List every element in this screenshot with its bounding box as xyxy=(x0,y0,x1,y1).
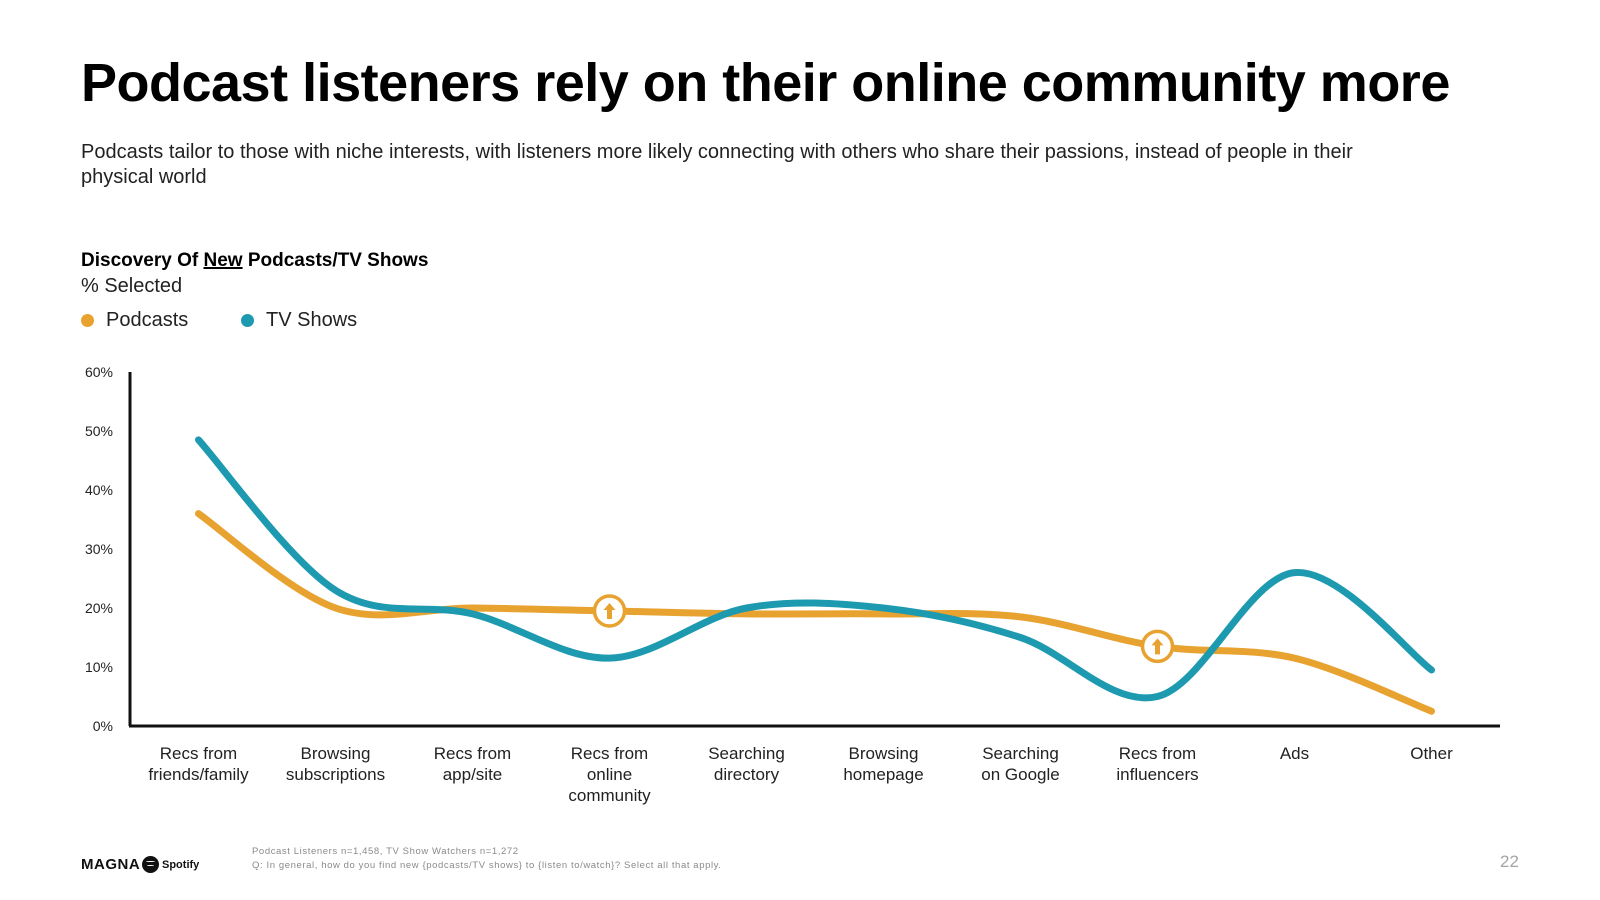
x-category-label: Other xyxy=(1410,744,1453,763)
magna-logo: MAGNA xyxy=(81,856,141,873)
series-line-podcasts xyxy=(195,510,1435,715)
legend-item-tv-shows: TV Shows xyxy=(241,309,357,332)
chart-title-prefix: Discovery Of xyxy=(81,250,204,271)
chart-unit-label: % Selected xyxy=(81,275,183,297)
chart-title-suffix: Podcasts/TV Shows xyxy=(242,250,429,271)
chart-title: Discovery Of New Podcasts/TV Shows xyxy=(81,250,428,272)
spotify-logo-text: Spotify xyxy=(162,858,200,871)
series-line-tv-shows xyxy=(195,436,1435,702)
question-note: Q: In general, how do you find new {podc… xyxy=(252,860,722,871)
x-category-label: Searching directory xyxy=(708,744,785,784)
y-tick-label: 60% xyxy=(85,364,113,380)
legend-dot-podcasts xyxy=(81,314,94,327)
legend-dot-tv-shows xyxy=(241,314,254,327)
x-category-label: Ads xyxy=(1280,744,1309,763)
chart-title-emphasis: New xyxy=(203,250,243,271)
x-category-label: Browsing homepage xyxy=(843,744,923,784)
y-tick-label: 10% xyxy=(85,659,113,675)
y-tick-label: 50% xyxy=(85,423,113,439)
page-subtitle: Podcasts tailor to those with niche inte… xyxy=(81,141,1353,188)
y-tick-label: 20% xyxy=(85,600,113,616)
y-tick-label: 30% xyxy=(85,541,113,557)
spotify-logo: Spotify xyxy=(142,856,199,873)
x-category-label: Recs from friends/family xyxy=(148,744,249,784)
x-category-label: Browsing subscriptions xyxy=(286,744,385,784)
spotify-icon xyxy=(142,856,159,873)
up-arrow-icon xyxy=(1151,638,1164,655)
page-title: Podcast listeners rely on their online c… xyxy=(81,53,1450,113)
x-category-label: Recs from online community xyxy=(568,744,651,805)
y-tick-label: 0% xyxy=(93,718,113,734)
page-number: 22 xyxy=(1500,852,1519,871)
legend-label-podcasts: Podcasts xyxy=(106,309,189,331)
legend-label-tv-shows: TV Shows xyxy=(266,309,358,331)
x-category-label: Searching on Google xyxy=(981,744,1059,784)
up-arrow-icon xyxy=(603,602,616,619)
x-category-label: Recs from influencers xyxy=(1116,744,1198,784)
y-tick-label: 40% xyxy=(85,482,113,498)
legend-item-podcasts: Podcasts xyxy=(81,309,188,332)
x-category-label: Recs from app/site xyxy=(434,744,511,784)
sample-size-note: Podcast Listeners n=1,458, TV Show Watch… xyxy=(252,846,519,857)
